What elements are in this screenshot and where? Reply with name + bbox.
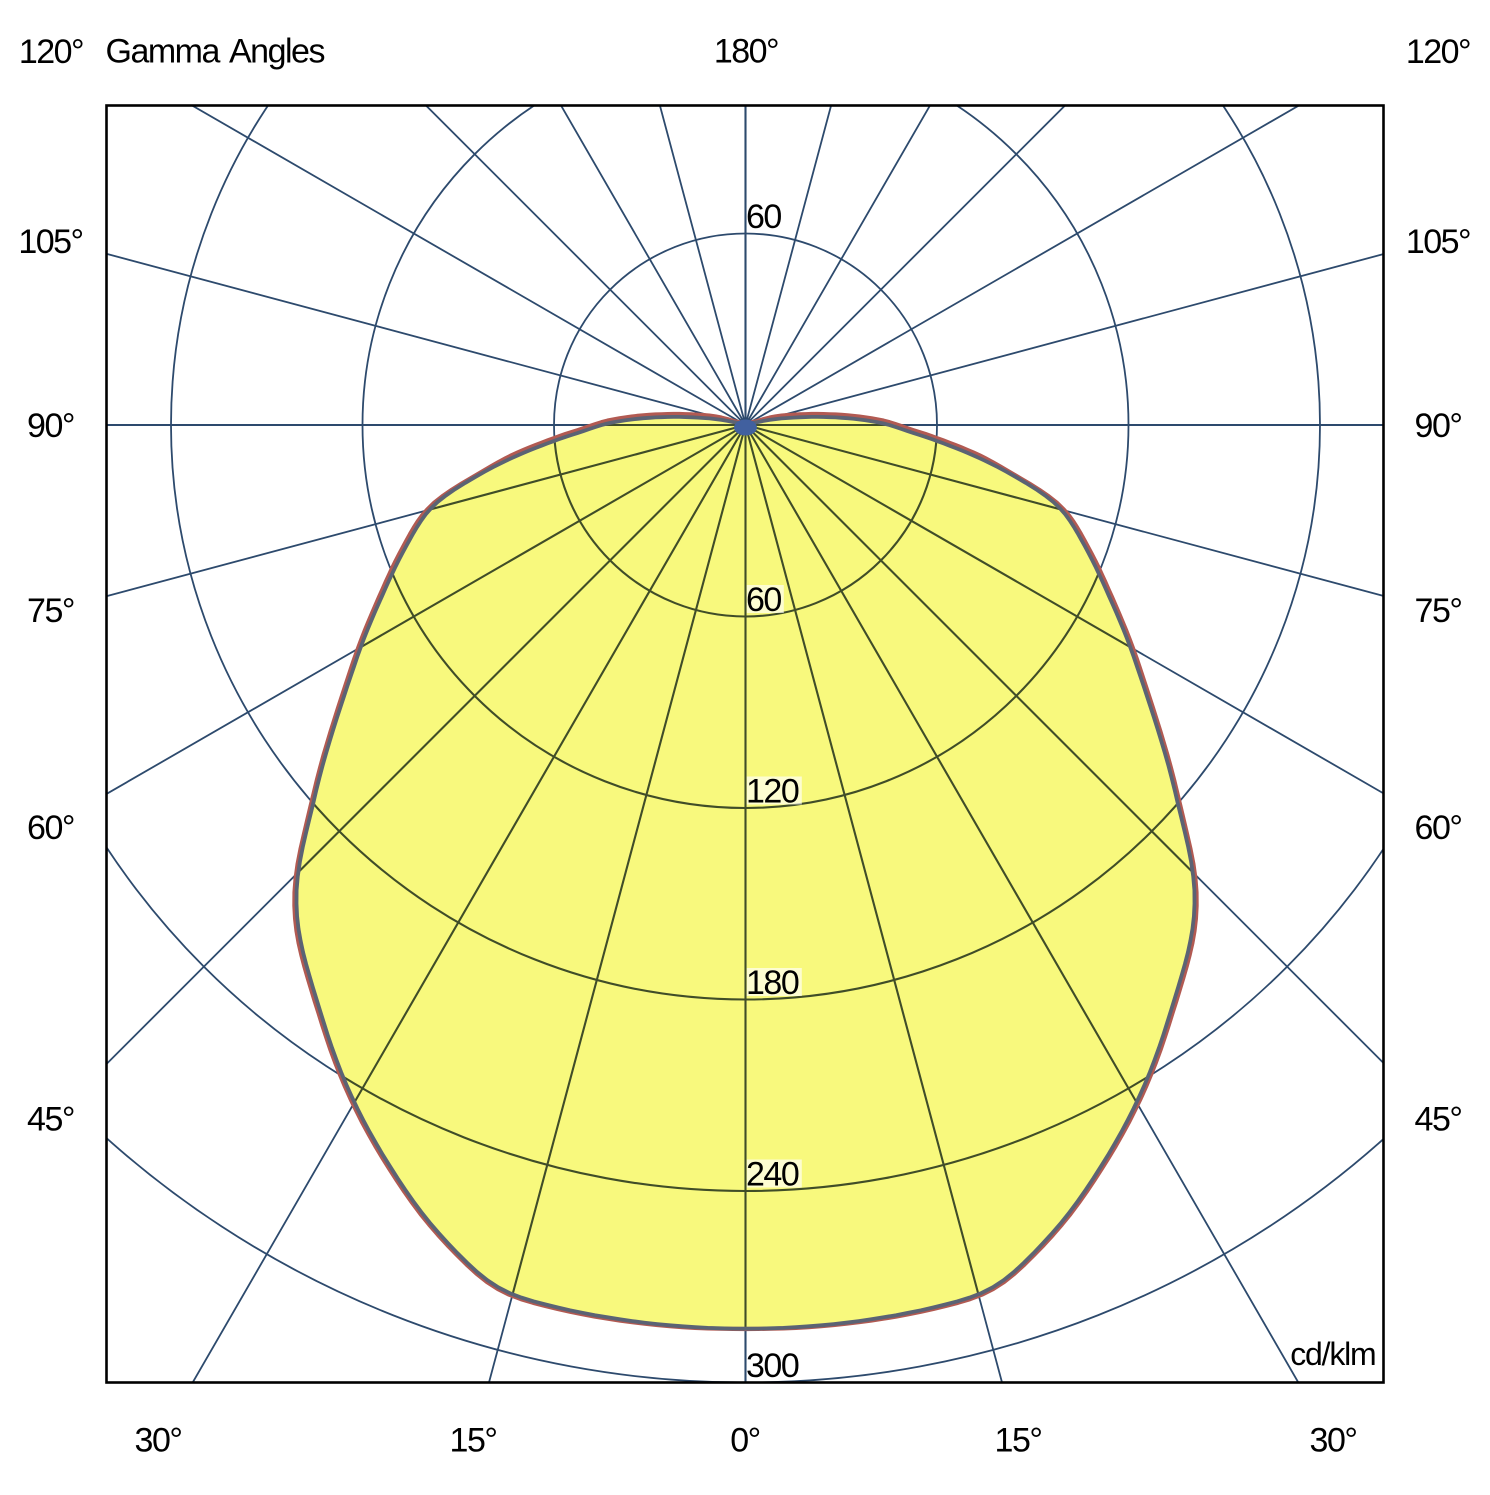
svg-text:105°: 105° — [1406, 223, 1470, 261]
svg-text:75°: 75° — [1415, 592, 1462, 630]
svg-text:180: 180 — [746, 964, 799, 1002]
svg-text:120: 120 — [746, 773, 799, 811]
svg-text:0°: 0° — [730, 1422, 760, 1460]
svg-text:180°: 180° — [714, 33, 778, 71]
svg-text:15°: 15° — [995, 1422, 1042, 1460]
svg-text:120°: 120° — [1406, 33, 1470, 71]
svg-text:120°: 120° — [19, 33, 83, 71]
svg-text:90°: 90° — [27, 407, 74, 445]
svg-text:60: 60 — [746, 581, 781, 619]
svg-text:75°: 75° — [27, 592, 74, 630]
svg-text:60: 60 — [746, 198, 781, 236]
svg-text:240: 240 — [746, 1156, 799, 1194]
svg-text:30°: 30° — [1310, 1422, 1357, 1460]
svg-text:60°: 60° — [27, 809, 74, 847]
svg-text:105°: 105° — [18, 223, 82, 261]
svg-text:60°: 60° — [1415, 809, 1462, 847]
svg-text:30°: 30° — [135, 1422, 182, 1460]
svg-text:45°: 45° — [1415, 1101, 1462, 1139]
svg-text:300: 300 — [746, 1347, 799, 1385]
svg-text:cd/klm: cd/klm — [1290, 1336, 1375, 1372]
svg-text:90°: 90° — [1415, 407, 1462, 445]
svg-text:Gamma Angles: Gamma Angles — [106, 33, 325, 71]
svg-text:15°: 15° — [450, 1422, 497, 1460]
svg-text:45°: 45° — [27, 1101, 74, 1139]
